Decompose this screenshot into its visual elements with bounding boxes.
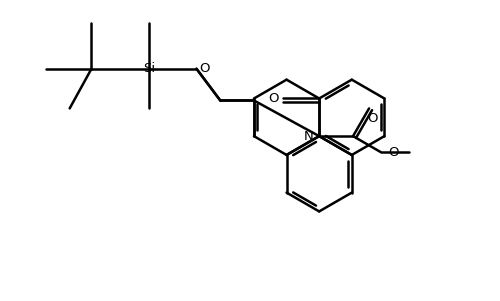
Text: O: O <box>367 112 378 125</box>
Text: Si: Si <box>143 62 155 75</box>
Text: O: O <box>199 62 209 75</box>
Text: N: N <box>304 130 313 143</box>
Text: O: O <box>268 92 278 105</box>
Text: O: O <box>388 146 399 159</box>
